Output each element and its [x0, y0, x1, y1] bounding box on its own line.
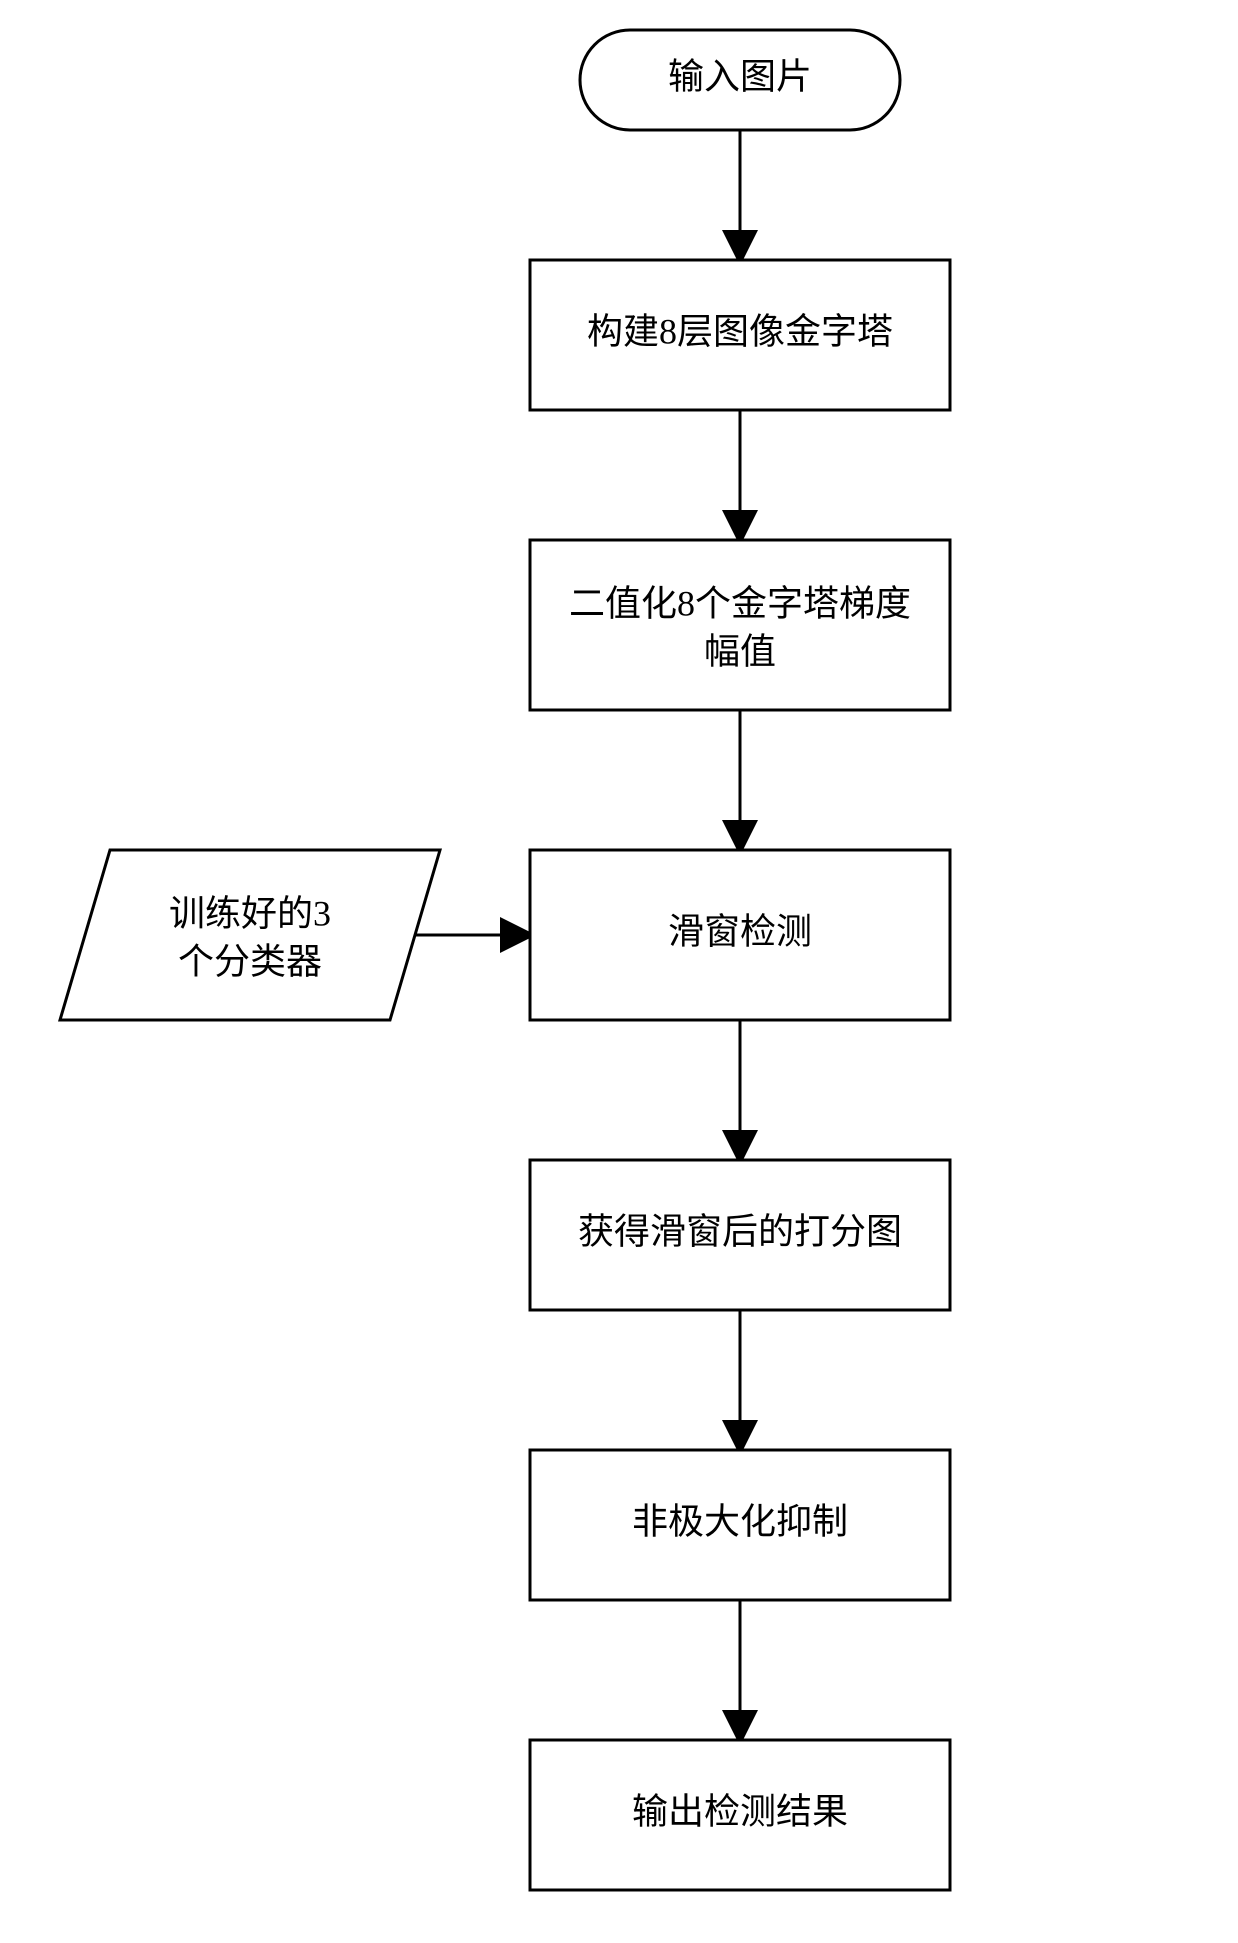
node-output: 输出检测结果 [530, 1740, 950, 1890]
node-label-nms: 非极大化抑制 [632, 1501, 848, 1541]
node-label-output: 输出检测结果 [632, 1791, 848, 1831]
node-shape-classifier [60, 850, 440, 1020]
node-pyramid: 构建8层图像金字塔 [530, 260, 950, 410]
node-label-binarize-line1: 二值化8个金字塔梯度 [569, 583, 911, 623]
node-classifier: 训练好的3 个分类器 [60, 850, 440, 1020]
node-shape-binarize [530, 540, 950, 710]
node-sliding: 滑窗检测 [530, 850, 950, 1020]
nodes: 输入图片构建8层图像金字塔二值化8个金字塔梯度幅值训练好的3个分类器滑窗检测获得… [60, 30, 950, 1890]
node-score: 获得滑窗后的打分图 [530, 1160, 950, 1310]
node-label-binarize-line2: 幅值 [704, 631, 776, 671]
node-label-classifier-line1: 训练好的3 [169, 893, 331, 933]
node-label-classifier-line2: 个分类器 [178, 941, 322, 981]
node-nms: 非极大化抑制 [530, 1450, 950, 1600]
node-label-start: 输入图片 [668, 56, 812, 96]
flowchart-canvas: 输入图片构建8层图像金字塔二值化8个金字塔梯度幅值训练好的3个分类器滑窗检测获得… [0, 0, 1238, 1943]
node-label-pyramid: 构建8层图像金字塔 [587, 311, 893, 351]
node-label-score: 获得滑窗后的打分图 [578, 1211, 902, 1251]
node-binarize: 二值化8个金字塔梯度幅值 [530, 540, 950, 710]
node-label-sliding: 滑窗检测 [668, 911, 812, 951]
node-start: 输入图片 [580, 30, 900, 130]
